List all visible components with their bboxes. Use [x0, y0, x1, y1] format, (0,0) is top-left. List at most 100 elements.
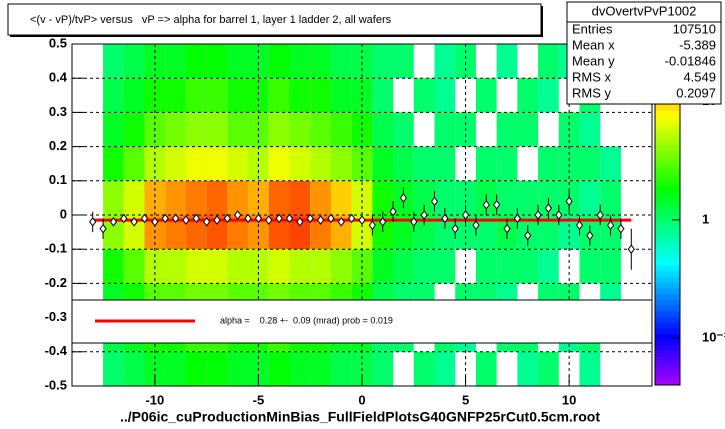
- profile-point: [379, 217, 387, 227]
- profile-point: [120, 213, 128, 224]
- palette-strip: [655, 333, 680, 340]
- profile-point: [151, 217, 159, 227]
- profile-point: [192, 213, 200, 224]
- heatmap-cell: [434, 215, 456, 250]
- heatmap-cell: [103, 180, 124, 215]
- heatmap-cell: [517, 351, 539, 386]
- palette-strip: [655, 162, 680, 169]
- heatmap-cell: [185, 78, 207, 113]
- profile-point: [420, 210, 428, 220]
- stats-label: RMS x: [572, 69, 612, 84]
- heatmap-cell: [206, 351, 228, 386]
- palette-strip: [655, 327, 680, 335]
- heatmap-cell: [434, 44, 456, 79]
- heatmap-cell: [227, 249, 249, 284]
- heatmap-cell: [103, 44, 124, 79]
- heatmap-cell: [310, 215, 331, 250]
- stats-value: 0.2097: [676, 85, 716, 100]
- heatmap-cell: [455, 44, 476, 79]
- profile-point: [265, 215, 273, 225]
- x-axis-label: ../P06ic_cuProductionMinBias_FullFieldPl…: [120, 409, 600, 425]
- heatmap-cell: [185, 146, 207, 181]
- heatmap-cell: [289, 180, 311, 215]
- palette-strip: [655, 247, 680, 255]
- y-tick-label: 0.4: [49, 70, 68, 85]
- x-tick-label: 0: [358, 392, 365, 407]
- heatmap-cell: [103, 215, 124, 250]
- profile-point: [555, 210, 563, 220]
- heatmap-cell: [600, 249, 621, 284]
- profile-point: [89, 217, 97, 227]
- profile-point: [213, 215, 221, 225]
- heatmap-cell: [123, 44, 145, 79]
- y-tick-label: -0.4: [45, 343, 68, 358]
- heatmap-cell: [496, 146, 518, 181]
- heatmap-cell: [289, 44, 311, 79]
- heatmap-cell: [103, 112, 124, 147]
- palette-strip: [655, 253, 680, 260]
- heatmap-cell: [123, 351, 145, 386]
- heatmap-cell: [206, 180, 228, 215]
- profile-point: [399, 193, 408, 203]
- palette-strip: [655, 219, 680, 226]
- profile-point: [130, 217, 138, 227]
- heatmap-cell: [372, 146, 394, 181]
- profile-point: [586, 230, 594, 241]
- palette-strip: [655, 173, 680, 180]
- profile-point: [606, 220, 615, 231]
- heatmap-cell: [330, 44, 352, 79]
- heatmap-cell: [206, 215, 228, 250]
- profile-point: [285, 213, 294, 224]
- heatmap-cell: [310, 351, 331, 386]
- x-tick-label: -5: [253, 392, 265, 407]
- profile-point: [441, 213, 449, 224]
- profile-point: [472, 220, 480, 231]
- heatmap-cell: [538, 351, 559, 386]
- profile-point: [575, 220, 584, 231]
- heatmap-cell: [434, 351, 456, 386]
- stats-label: RMS y: [572, 85, 612, 100]
- palette-strip: [655, 184, 680, 192]
- stats-box: [566, 1, 722, 105]
- heatmap-cell: [413, 180, 435, 215]
- heatmap-cell: [206, 112, 228, 147]
- profile-point: [99, 223, 107, 234]
- profile-point: [171, 213, 180, 224]
- profile-point: [544, 203, 553, 213]
- heatmap-cell: [393, 249, 414, 284]
- y-tick-label: -0.1: [45, 241, 67, 256]
- profile-point: [161, 213, 169, 224]
- palette-strip: [655, 287, 680, 295]
- heatmap-cell: [310, 180, 331, 215]
- heatmap-cell: [496, 180, 518, 215]
- palette-strip: [655, 110, 680, 117]
- heatmap-cell: [289, 215, 311, 250]
- heatmap-cell: [289, 78, 311, 113]
- heatmap-cell: [351, 44, 373, 79]
- palette-strip: [655, 339, 680, 346]
- profile-point: [513, 213, 521, 224]
- stats-label: Mean y: [572, 53, 615, 68]
- stats-label: Mean x: [572, 37, 615, 52]
- plot-frame: [71, 43, 653, 387]
- legend-text: alpha = 0.28 +- 0.09 (mrad) prob = 0.019: [220, 315, 393, 325]
- z-tick-label: 10⁻¹: [702, 329, 725, 344]
- palette-strip: [655, 213, 680, 220]
- heatmap-cell: [103, 351, 124, 386]
- profile-point: [389, 206, 397, 217]
- palette-strip: [655, 190, 680, 197]
- palette-strip: [655, 224, 680, 232]
- heatmap-cell: [289, 351, 311, 386]
- heatmap-cell: [413, 249, 435, 284]
- palette-strip: [655, 316, 680, 323]
- heatmap-cell: [103, 249, 124, 284]
- heatmap-cell: [165, 249, 186, 284]
- heatmap-cell: [268, 78, 290, 113]
- heatmap-cell: [330, 351, 352, 386]
- y-tick-label: 0.3: [49, 104, 67, 119]
- heatmap-cell: [206, 249, 228, 284]
- profile-point: [348, 213, 356, 224]
- heatmap-cell: [330, 249, 352, 284]
